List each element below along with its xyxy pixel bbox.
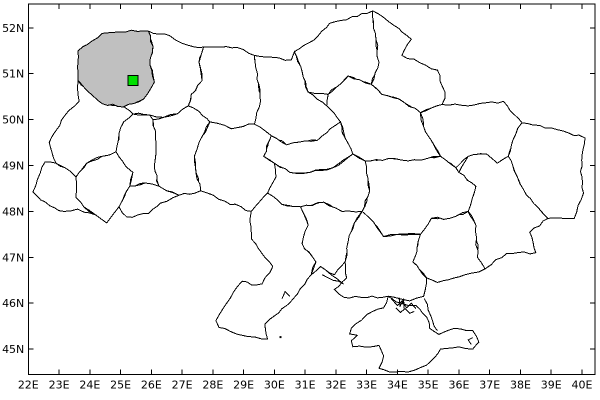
y-tick-label: 48N [2,205,24,218]
highlighted-region [76,29,155,108]
region-24 [333,210,428,302]
region-5 [293,10,380,95]
y-tick-label: 51N [2,68,24,81]
x-tick-label: 23E [49,378,70,391]
x-tick-label: 40E [571,378,592,391]
map-marker-square [127,75,139,87]
x-tick-label: 28E [202,378,223,391]
lagoon-line-1 [390,298,417,310]
x-tick-label: 30E [264,378,285,391]
lagoon-line-3 [398,297,405,309]
y-tick-label: 49N [2,160,24,173]
y-tick-label: 45N [2,343,24,356]
region-20 [32,161,97,216]
x-tick-label: 33E [356,378,377,391]
x-tick-label: 24E [79,378,100,391]
region-22 [215,192,317,340]
region-9 [458,153,549,270]
region-25 [349,295,480,373]
x-tick-label: 35E [418,378,439,391]
spit-line [423,298,438,331]
axes-box [27,3,596,375]
island-dot [279,336,282,339]
x-tick-label: 22E [18,378,39,391]
x-tick-label: 36E [448,378,469,391]
x-tick-label: 38E [510,378,531,391]
x-tick-label: 31E [295,378,316,391]
estuary-line-2 [281,290,291,299]
lagoon-line-2 [395,307,415,314]
region-12 [326,75,442,162]
kerch-notch-line [467,337,474,345]
region-21 [118,182,181,218]
x-tick-label: 34E [387,378,408,391]
y-tick-label: 50N [2,114,24,127]
region-23 [299,201,364,277]
y-tick-label: 46N [2,297,24,310]
x-tick-label: 37E [479,378,500,391]
y-tick-label: 47N [2,251,24,264]
region-2 [122,30,205,118]
x-tick-label: 32E [325,378,346,391]
estuary-line-1 [321,270,344,285]
x-tick-label: 25E [110,378,131,391]
x-tick-label: 27E [172,378,193,391]
x-tick-label: 39E [541,378,562,391]
y-tick-label: 52N [2,22,24,35]
x-tick-label: 29E [233,378,254,391]
x-tick-label: 26E [141,378,162,391]
